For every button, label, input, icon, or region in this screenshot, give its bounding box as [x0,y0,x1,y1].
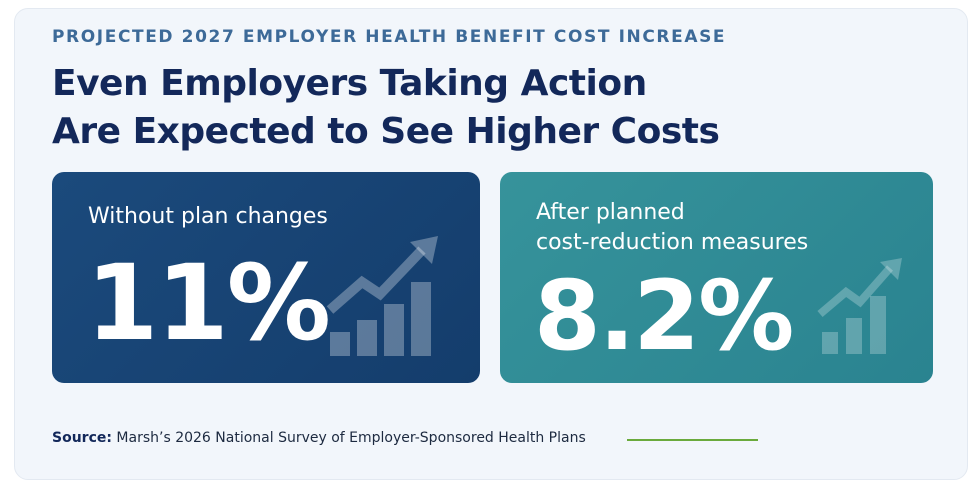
title-line: Are Expected to See Higher Costs [52,111,720,152]
title: Even Employers Taking Action Are Expecte… [52,60,720,156]
growth-icon [817,258,902,354]
card-label: After planned cost-reduction measures [536,198,808,258]
accent-rule [627,439,758,441]
label-line: After planned [536,200,685,225]
source-prefix: Source: [52,430,112,446]
card: Without plan changes 11% [52,172,480,383]
card-label: Without plan changes [88,202,328,232]
source: Source: Marsh’s 2026 National Survey of … [52,430,586,446]
label-line: cost-reduction measures [536,230,809,255]
kicker: PROJECTED 2027 EMPLOYER HEALTH BENEFIT C… [52,27,727,47]
title-line: Even Employers Taking Action [52,63,647,104]
source-text: Marsh’s 2026 National Survey of Employer… [116,430,586,446]
label-line: Without plan changes [88,204,328,229]
card-value: 11% [86,242,331,364]
card: After planned cost-reduction measures 8.… [500,172,933,383]
growth-icon [326,236,438,356]
card-value: 8.2% [534,260,794,372]
